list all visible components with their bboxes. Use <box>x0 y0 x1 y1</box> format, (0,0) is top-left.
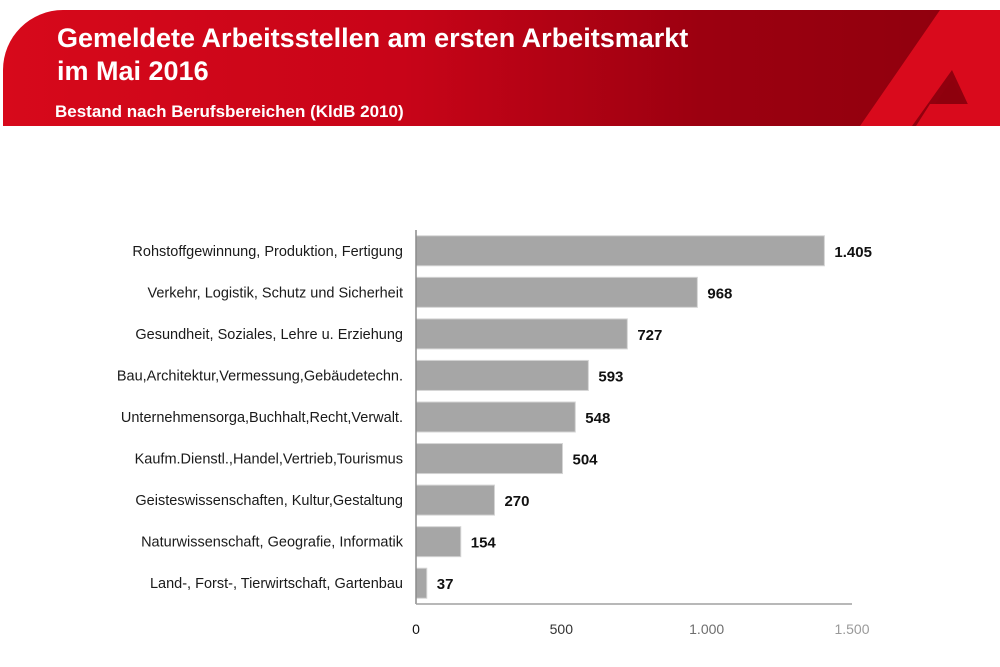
category-label: Geisteswissenschaften, Kultur,Gestaltung <box>135 493 403 509</box>
x-tick-label: 500 <box>550 621 574 637</box>
bar <box>415 443 563 475</box>
category-label: Land-, Forst-, Tierwirtschaft, Gartenbau <box>150 576 403 592</box>
bar <box>415 526 462 558</box>
x-tick-label: 0 <box>412 621 420 637</box>
value-label: 968 <box>707 285 732 302</box>
category-label: Unternehmensorga,Buchhalt,Recht,Verwalt. <box>121 410 403 426</box>
value-label: 154 <box>471 535 497 552</box>
category-label: Verkehr, Logistik, Schutz und Sicherheit <box>147 285 403 301</box>
page-title: Gemeldete Arbeitsstellen am ersten Arbei… <box>57 22 688 88</box>
title-line-2: im Mai 2016 <box>57 56 209 86</box>
bar <box>415 484 495 516</box>
category-label: Gesundheit, Soziales, Lehre u. Erziehung <box>135 327 403 343</box>
bar <box>415 235 825 267</box>
title-line-1: Gemeldete Arbeitsstellen am ersten Arbei… <box>57 23 689 53</box>
value-label: 548 <box>585 410 610 427</box>
bar <box>415 567 428 599</box>
value-label: 37 <box>437 576 454 593</box>
page-subtitle: Bestand nach Berufsbereichen (KldB 2010) <box>55 102 404 121</box>
bar <box>415 276 698 308</box>
x-tick-label: 1.000 <box>689 621 724 637</box>
value-label: 727 <box>637 327 662 344</box>
arbeitsagentur-logo-icon <box>860 10 1000 126</box>
header-banner <box>3 10 1000 126</box>
value-label: 270 <box>504 493 529 510</box>
category-label: Bau,Architektur,Vermessung,Gebäudetechn. <box>117 368 403 384</box>
category-label: Rohstoffgewinnung, Produktion, Fertigung <box>132 244 403 260</box>
x-tick-label: 1.500 <box>834 621 869 637</box>
bar <box>415 401 576 433</box>
value-label: 1.405 <box>834 244 872 261</box>
category-label: Naturwissenschaft, Geografie, Informatik <box>141 535 404 551</box>
category-label: Kaufm.Dienstl.,Handel,Vertrieb,Tourismus <box>135 452 403 468</box>
bar <box>415 359 589 391</box>
value-label: 504 <box>572 452 598 469</box>
value-label: 593 <box>598 368 623 385</box>
bar <box>415 318 628 350</box>
